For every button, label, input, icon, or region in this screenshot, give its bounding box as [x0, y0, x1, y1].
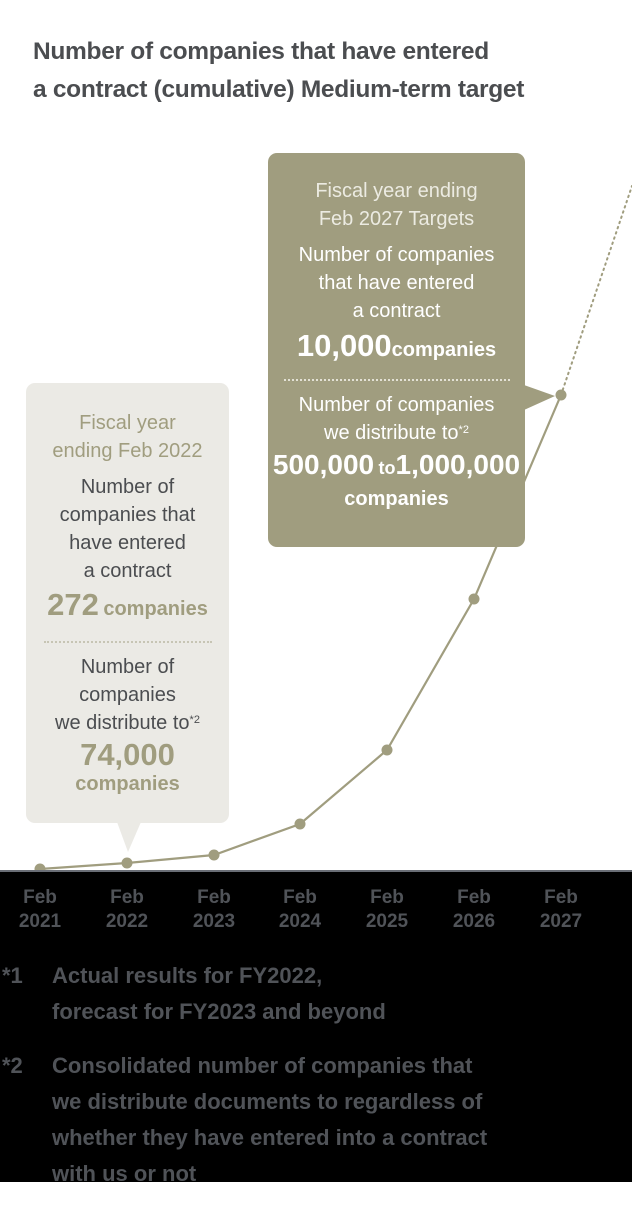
- label-line: Number of companies: [298, 394, 495, 416]
- contract-value-unit: companies: [391, 339, 497, 361]
- label-line: Number of: [80, 476, 175, 498]
- x-tick-feb-2024: Feb 2024: [270, 886, 330, 934]
- label-line: companies: [79, 684, 176, 706]
- callout-2027-distribute-label: Number of companies we distribute to*2: [268, 391, 525, 447]
- footnote-2: *2 Consolidated number of companies that…: [0, 1048, 632, 1192]
- x-tick-month: Feb: [283, 887, 317, 908]
- x-tick-feb-2021: Feb 2021: [10, 886, 70, 934]
- chart-title-line-2: a contract (cumulative) Medium-term targ…: [33, 76, 525, 103]
- footnote-line: with us or not: [52, 1161, 197, 1186]
- label-text: we distribute to: [324, 422, 459, 444]
- label-line: that have entered: [318, 272, 475, 294]
- x-tick-year: 2025: [365, 911, 409, 932]
- x-tick-feb-2027: Feb 2027: [531, 886, 591, 934]
- x-tick-month: Feb: [23, 887, 57, 908]
- distribute-value-unit: companies: [344, 488, 449, 510]
- footnote-ref: *2: [458, 424, 469, 436]
- callout-2027-contract-value: 10,000companies: [268, 325, 525, 373]
- callout-2022-heading-line-2: ending Feb 2022: [52, 440, 203, 462]
- contract-value-number: 272: [47, 587, 99, 622]
- trend-extension-line: [560, 185, 632, 396]
- label-text: we distribute to: [55, 712, 190, 734]
- footnotes: *1 Actual results for FY2022, forecast f…: [0, 958, 632, 1210]
- callout-fy2027-targets: Fiscal year ending Feb 2027 Targets Numb…: [268, 153, 525, 547]
- x-tick-year: 2023: [192, 911, 236, 932]
- footnote-line: Actual results for FY2022,: [52, 963, 323, 988]
- footnote-text: Actual results for FY2022, forecast for …: [52, 958, 622, 1030]
- callout-2022-divider: [43, 641, 212, 643]
- callout-2022-heading: Fiscal year ending Feb 2022: [26, 383, 229, 465]
- footnote-mark: *2: [2, 1053, 23, 1078]
- chart-footer: Feb 2021 Feb 2022 Feb 2023 Feb 2024 Feb 2025 …: [0, 870, 632, 1186]
- callout-2022-pointer: [117, 822, 141, 852]
- x-tick-year: 2027: [539, 911, 583, 932]
- footnote-ref: *2: [189, 714, 200, 726]
- callout-2027-heading-line-2: Feb 2027 Targets: [318, 208, 475, 230]
- footnote-line: forecast for FY2023 and beyond: [52, 999, 386, 1024]
- x-tick-year: 2026: [452, 911, 496, 932]
- x-tick-feb-2026: Feb 2026: [444, 886, 504, 934]
- x-tick-year: 2022: [105, 911, 149, 932]
- distribute-range: 500,000 to1,000,000: [268, 447, 525, 488]
- x-tick-month: Feb: [370, 887, 404, 908]
- callout-2022-contract-value: 272 companies: [26, 585, 229, 631]
- distribute-value-low: 500,000: [272, 449, 375, 480]
- data-point-feb-2025: [381, 744, 393, 756]
- chart-title-line-1: Number of companies that have entered: [33, 38, 489, 65]
- callout-2027-heading-line-1: Fiscal year ending: [315, 180, 478, 202]
- x-tick-month: Feb: [197, 887, 231, 908]
- footnote-text: Consolidated number of companies that we…: [52, 1048, 622, 1192]
- chart-title: Number of companies that have entered a …: [33, 33, 623, 109]
- x-tick-month: Feb: [544, 887, 578, 908]
- callout-2027-divider: [283, 379, 510, 381]
- label-line: a contract: [83, 560, 172, 582]
- distribute-range-word: to: [378, 458, 396, 478]
- footnote-line: we distribute documents to regardless of: [52, 1089, 483, 1114]
- data-point-feb-2022: [121, 857, 133, 869]
- contract-value-unit: companies: [103, 598, 208, 620]
- distribute-value-unit: companies: [75, 773, 180, 795]
- label-line: Number of companies: [298, 244, 495, 266]
- footnote-line: whether they have entered into a contrac…: [52, 1125, 488, 1150]
- callout-fy2022: Fiscal year ending Feb 2022 Number of co…: [26, 383, 229, 823]
- distribute-value-high: 1,000,000: [395, 449, 521, 480]
- footnote-mark: *1: [2, 963, 23, 988]
- x-tick-month: Feb: [110, 887, 144, 908]
- callout-2022-heading-line-1: Fiscal year: [79, 412, 176, 434]
- label-line: Number of: [80, 656, 175, 678]
- x-tick-year: 2021: [18, 911, 62, 932]
- callout-2027-distribute-value: 500,000 to1,000,000 companies: [268, 447, 525, 510]
- data-point-feb-2027: [555, 389, 567, 401]
- data-point-feb-2026: [468, 593, 480, 605]
- x-tick-year: 2024: [278, 911, 322, 932]
- callout-2027-contract-label: Number of companies that have entered a …: [268, 241, 525, 325]
- label-line: we distribute to*2: [268, 419, 525, 447]
- data-point-feb-2023: [208, 849, 220, 861]
- label-line: have entered: [69, 532, 186, 554]
- x-tick-month: Feb: [457, 887, 491, 908]
- footnote-1: *1 Actual results for FY2022, forecast f…: [0, 958, 632, 1030]
- data-point-feb-2024: [294, 818, 306, 830]
- label-line: a contract: [352, 300, 441, 322]
- label-line: we distribute to*2: [26, 709, 229, 737]
- x-tick-feb-2022: Feb 2022: [97, 886, 157, 934]
- callout-2027-heading: Fiscal year ending Feb 2027 Targets: [268, 153, 525, 233]
- callout-2022-contract-label: Number of companies that have entered a …: [26, 473, 229, 585]
- x-tick-feb-2025: Feb 2025: [357, 886, 417, 934]
- contract-value-number: 10,000: [296, 328, 392, 363]
- distribute-value-number: 74,000: [80, 737, 175, 772]
- callout-2022-distribute-label: Number of companies we distribute to*2: [26, 653, 229, 737]
- callout-2027-pointer: [524, 385, 555, 410]
- callout-2022-distribute-value: 74,000 companies: [26, 737, 229, 795]
- footnote-line: Consolidated number of companies that: [52, 1053, 473, 1078]
- x-tick-feb-2023: Feb 2023: [184, 886, 244, 934]
- label-line: companies that: [59, 504, 196, 526]
